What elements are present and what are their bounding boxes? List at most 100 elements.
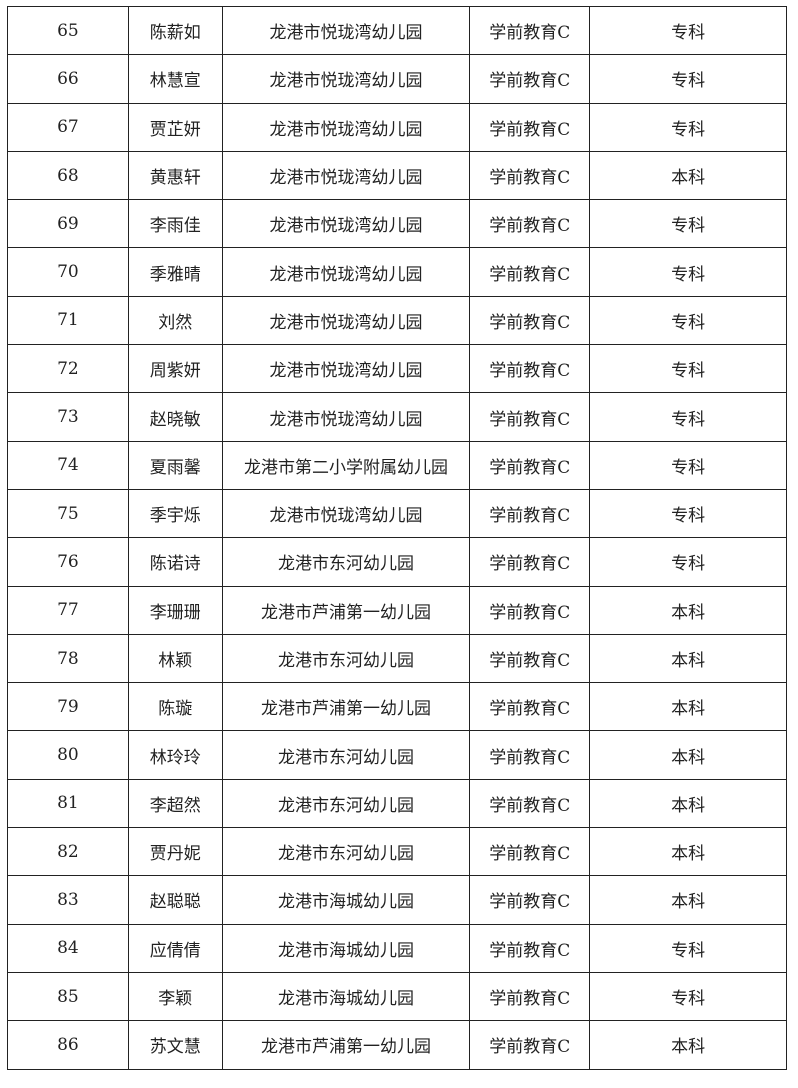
degree-cell: 本科 <box>589 682 787 732</box>
school-cell: 龙港市芦浦第一幼儿园 <box>221 585 471 635</box>
row-number: 70 <box>7 247 129 297</box>
school-cell: 龙港市悦珑湾幼儿园 <box>221 295 471 346</box>
subject-cell: 学前教育C <box>469 778 591 829</box>
degree-cell: 本科 <box>589 150 787 201</box>
name-cell: 陈诺诗 <box>127 537 223 587</box>
subject-cell: 学前教育C <box>469 585 591 635</box>
subject-cell: 学前教育C <box>469 54 591 104</box>
degree-cell: 专科 <box>589 102 787 152</box>
school-cell: 龙港市悦珑湾幼儿园 <box>221 150 471 201</box>
row-number: 68 <box>7 150 129 201</box>
subject-cell: 学前教育C <box>469 827 591 877</box>
school-cell: 龙港市悦珑湾幼儿园 <box>221 344 471 394</box>
roster-table-body: 65 陈薪如 龙港市悦珑湾幼儿园 学前教育C 专科 66 林慧宣 龙港市悦珑湾幼儿园 学前教育C… <box>7 5 787 1070</box>
table-row: 79 陈璇 龙港市芦浦第一幼儿园 学前教育C 本科 <box>7 682 787 732</box>
row-number: 84 <box>7 923 129 973</box>
name-cell: 李珊珊 <box>127 585 223 635</box>
subject-cell: 学前教育C <box>469 102 591 152</box>
degree-cell: 专科 <box>589 971 787 1022</box>
degree-cell: 专科 <box>589 54 787 104</box>
table-row: 83 赵聪聪 龙港市海城幼儿园 学前教育C 本科 <box>7 875 787 925</box>
name-cell: 夏雨馨 <box>127 440 223 490</box>
name-cell: 黄惠轩 <box>127 150 223 201</box>
table-row: 69 李雨佳 龙港市悦珑湾幼儿园 学前教育C 专科 <box>7 199 787 249</box>
table-row: 65 陈薪如 龙港市悦珑湾幼儿园 学前教育C 专科 <box>7 5 787 56</box>
name-cell: 贾芷妍 <box>127 102 223 152</box>
table-row: 73 赵晓敏 龙港市悦珑湾幼儿园 学前教育C 专科 <box>7 392 787 442</box>
table-row: 82 贾丹妮 龙港市东河幼儿园 学前教育C 本科 <box>7 827 787 877</box>
subject-cell: 学前教育C <box>469 488 591 539</box>
name-cell: 陈薪如 <box>127 5 223 56</box>
degree-cell: 专科 <box>589 5 787 56</box>
degree-cell: 本科 <box>589 1020 787 1070</box>
degree-cell: 本科 <box>589 827 787 877</box>
table-row: 72 周紫妍 龙港市悦珑湾幼儿园 学前教育C 专科 <box>7 344 787 394</box>
name-cell: 李雨佳 <box>127 199 223 249</box>
row-number: 76 <box>7 537 129 587</box>
name-cell: 季雅晴 <box>127 247 223 297</box>
school-cell: 龙港市悦珑湾幼儿园 <box>221 488 471 539</box>
subject-cell: 学前教育C <box>469 682 591 732</box>
row-number: 81 <box>7 778 129 829</box>
subject-cell: 学前教育C <box>469 633 591 684</box>
row-number: 78 <box>7 633 129 684</box>
subject-cell: 学前教育C <box>469 5 591 56</box>
school-cell: 龙港市悦珑湾幼儿园 <box>221 392 471 442</box>
school-cell: 龙港市第二小学附属幼儿园 <box>221 440 471 490</box>
name-cell: 周紫妍 <box>127 344 223 394</box>
degree-cell: 专科 <box>589 392 787 442</box>
subject-cell: 学前教育C <box>469 344 591 394</box>
degree-cell: 专科 <box>589 923 787 973</box>
name-cell: 陈璇 <box>127 682 223 732</box>
degree-cell: 专科 <box>589 247 787 297</box>
subject-cell: 学前教育C <box>469 295 591 346</box>
row-number: 71 <box>7 295 129 346</box>
school-cell: 龙港市悦珑湾幼儿园 <box>221 5 471 56</box>
row-number: 77 <box>7 585 129 635</box>
row-number: 74 <box>7 440 129 490</box>
table-row: 71 刘然 龙港市悦珑湾幼儿园 学前教育C 专科 <box>7 295 787 346</box>
school-cell: 龙港市海城幼儿园 <box>221 875 471 925</box>
school-cell: 龙港市悦珑湾幼儿园 <box>221 54 471 104</box>
subject-cell: 学前教育C <box>469 199 591 249</box>
table-row: 77 李珊珊 龙港市芦浦第一幼儿园 学前教育C 本科 <box>7 585 787 635</box>
degree-cell: 专科 <box>589 199 787 249</box>
school-cell: 龙港市悦珑湾幼儿园 <box>221 102 471 152</box>
row-number: 67 <box>7 102 129 152</box>
table-row: 74 夏雨馨 龙港市第二小学附属幼儿园 学前教育C 专科 <box>7 440 787 490</box>
subject-cell: 学前教育C <box>469 150 591 201</box>
subject-cell: 学前教育C <box>469 875 591 925</box>
name-cell: 林颖 <box>127 633 223 684</box>
degree-cell: 专科 <box>589 295 787 346</box>
degree-cell: 专科 <box>589 440 787 490</box>
name-cell: 苏文慧 <box>127 1020 223 1070</box>
degree-cell: 本科 <box>589 585 787 635</box>
degree-cell: 本科 <box>589 875 787 925</box>
degree-cell: 专科 <box>589 488 787 539</box>
table-row: 84 应倩倩 龙港市海城幼儿园 学前教育C 专科 <box>7 923 787 973</box>
row-number: 83 <box>7 875 129 925</box>
subject-cell: 学前教育C <box>469 537 591 587</box>
table-row: 70 季雅晴 龙港市悦珑湾幼儿园 学前教育C 专科 <box>7 247 787 297</box>
table-row: 76 陈诺诗 龙港市东河幼儿园 学前教育C 专科 <box>7 537 787 587</box>
table-row: 85 李颖 龙港市海城幼儿园 学前教育C 专科 <box>7 971 787 1022</box>
degree-cell: 专科 <box>589 344 787 394</box>
subject-cell: 学前教育C <box>469 971 591 1022</box>
school-cell: 龙港市东河幼儿园 <box>221 730 471 780</box>
row-number: 66 <box>7 54 129 104</box>
school-cell: 龙港市海城幼儿园 <box>221 923 471 973</box>
table-row: 68 黄惠轩 龙港市悦珑湾幼儿园 学前教育C 本科 <box>7 150 787 201</box>
table-row: 66 林慧宣 龙港市悦珑湾幼儿园 学前教育C 专科 <box>7 54 787 104</box>
school-cell: 龙港市芦浦第一幼儿园 <box>221 1020 471 1070</box>
row-number: 82 <box>7 827 129 877</box>
degree-cell: 本科 <box>589 730 787 780</box>
name-cell: 李超然 <box>127 778 223 829</box>
table-row: 67 贾芷妍 龙港市悦珑湾幼儿园 学前教育C 专科 <box>7 102 787 152</box>
table-row: 78 林颖 龙港市东河幼儿园 学前教育C 本科 <box>7 633 787 684</box>
name-cell: 季宇烁 <box>127 488 223 539</box>
row-number: 72 <box>7 344 129 394</box>
row-number: 69 <box>7 199 129 249</box>
row-number: 73 <box>7 392 129 442</box>
table-row: 80 林玲玲 龙港市东河幼儿园 学前教育C 本科 <box>7 730 787 780</box>
school-cell: 龙港市悦珑湾幼儿园 <box>221 199 471 249</box>
